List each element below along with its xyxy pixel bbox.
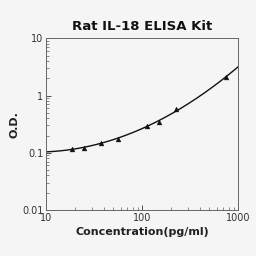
X-axis label: Concentration(pg/ml): Concentration(pg/ml)	[75, 227, 209, 237]
Title: Rat IL-18 ELISA Kit: Rat IL-18 ELISA Kit	[72, 20, 212, 33]
Y-axis label: O.D.: O.D.	[9, 111, 19, 137]
